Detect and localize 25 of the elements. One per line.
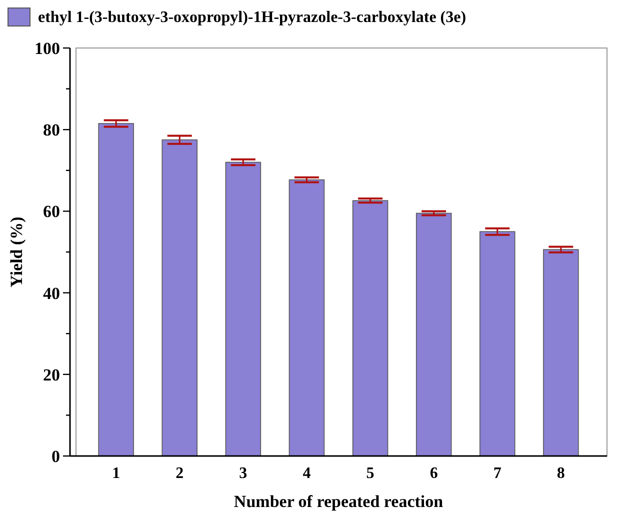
y-tick-label: 60 bbox=[43, 202, 60, 222]
y-tick-label: 0 bbox=[52, 446, 60, 466]
bar bbox=[225, 162, 262, 456]
bar bbox=[288, 179, 325, 456]
y-tick-label: 40 bbox=[43, 284, 60, 303]
bar bbox=[543, 249, 579, 456]
x-tick-label: 8 bbox=[556, 465, 565, 482]
x-tick-label: 7 bbox=[493, 465, 502, 482]
x-tick-label: 3 bbox=[239, 465, 248, 482]
x-axis-title: Number of repeated reaction bbox=[234, 492, 444, 511]
x-tick-label: 4 bbox=[302, 465, 311, 482]
legend-label: ethyl 1-(3-butoxy-3-oxopropyl)-1H-pyrazole-3-carboxylate (3e) bbox=[38, 9, 466, 26]
bar bbox=[480, 231, 516, 456]
y-axis-title: Yield (%) bbox=[7, 216, 26, 288]
bar bbox=[416, 212, 452, 456]
x-tick-label: 5 bbox=[366, 465, 374, 482]
bar bbox=[162, 139, 198, 456]
y-tick-label: 20 bbox=[43, 365, 60, 384]
bar bbox=[352, 200, 388, 456]
x-tick-label: 2 bbox=[176, 465, 184, 482]
y-tick-label: 100 bbox=[34, 38, 60, 58]
bar bbox=[98, 123, 134, 456]
x-tick-label: 6 bbox=[430, 465, 438, 482]
y-tick-label: 80 bbox=[43, 120, 60, 140]
x-tick-label: 1 bbox=[112, 465, 120, 482]
